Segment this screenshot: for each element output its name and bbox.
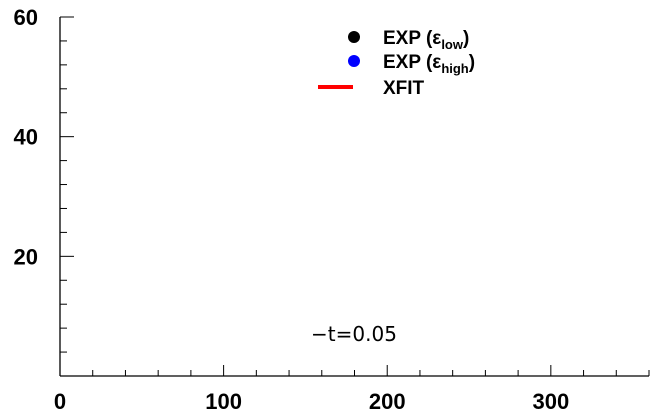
annotations: −t=0.05 xyxy=(311,322,397,346)
y-tick-label: 60 xyxy=(14,5,38,30)
legend-marker xyxy=(348,55,360,67)
ticks xyxy=(59,16,650,376)
annotation-text: −t=0.05 xyxy=(311,322,397,346)
tick-labels: 0 100 200 300 20 40 60 xyxy=(14,5,570,414)
legend-label: XFIT xyxy=(383,78,425,99)
x-tick-label: 100 xyxy=(205,389,242,414)
x-tick-label: 300 xyxy=(532,389,569,414)
legend-label: EXP (εlow) xyxy=(383,28,469,52)
x-tick-label: 0 xyxy=(54,389,66,414)
legend-label: EXP (εhigh) xyxy=(383,52,475,76)
legend-marker xyxy=(348,31,360,43)
y-tick-label: 20 xyxy=(14,244,38,269)
legend: EXP (εlow)EXP (εhigh)XFIT xyxy=(318,28,475,99)
y-tick-label: 40 xyxy=(14,125,38,150)
x-tick-label: 200 xyxy=(369,389,406,414)
